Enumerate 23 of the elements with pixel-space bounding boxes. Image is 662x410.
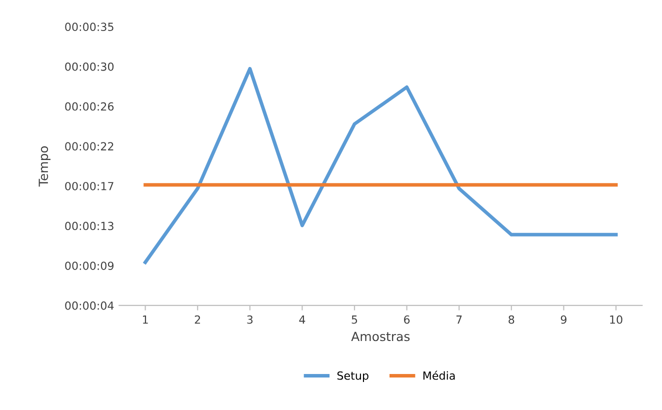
y-tick-label: 00:00:04 [65, 301, 114, 310]
x-tick-label: 10 [610, 315, 622, 324]
x-tick-label: 5 [352, 316, 358, 324]
y-tick-label: 00:00:09 [65, 262, 114, 270]
legend-label: Média [423, 370, 455, 380]
line-series [144, 66, 618, 264]
x-tick-label: 3 [247, 315, 253, 324]
x-tick-label: 2 [194, 315, 200, 324]
x-tick-label: 7 [456, 316, 462, 324]
legend-label: Setup [337, 371, 368, 382]
y-tick-label: 00:00:35 [65, 22, 114, 32]
y-tick-label: 00:00:17 [65, 182, 114, 190]
x-tick-label: 9 [560, 315, 566, 324]
y-tick-label: 00:00:30 [65, 62, 114, 71]
y-tick-label: 00:00:22 [65, 142, 114, 151]
y-tick-label: 00:00:26 [65, 102, 114, 111]
y-axis-title: Tempo [38, 146, 51, 187]
x-tick-label: 6 [404, 315, 410, 324]
x-axis-title: Amostras [351, 332, 410, 342]
x-tick-label: 1 [142, 316, 148, 324]
x-tick-label: 8 [508, 315, 514, 324]
x-tick-label: 4 [299, 316, 306, 324]
y-tick-label: 00:00:13 [65, 222, 114, 230]
